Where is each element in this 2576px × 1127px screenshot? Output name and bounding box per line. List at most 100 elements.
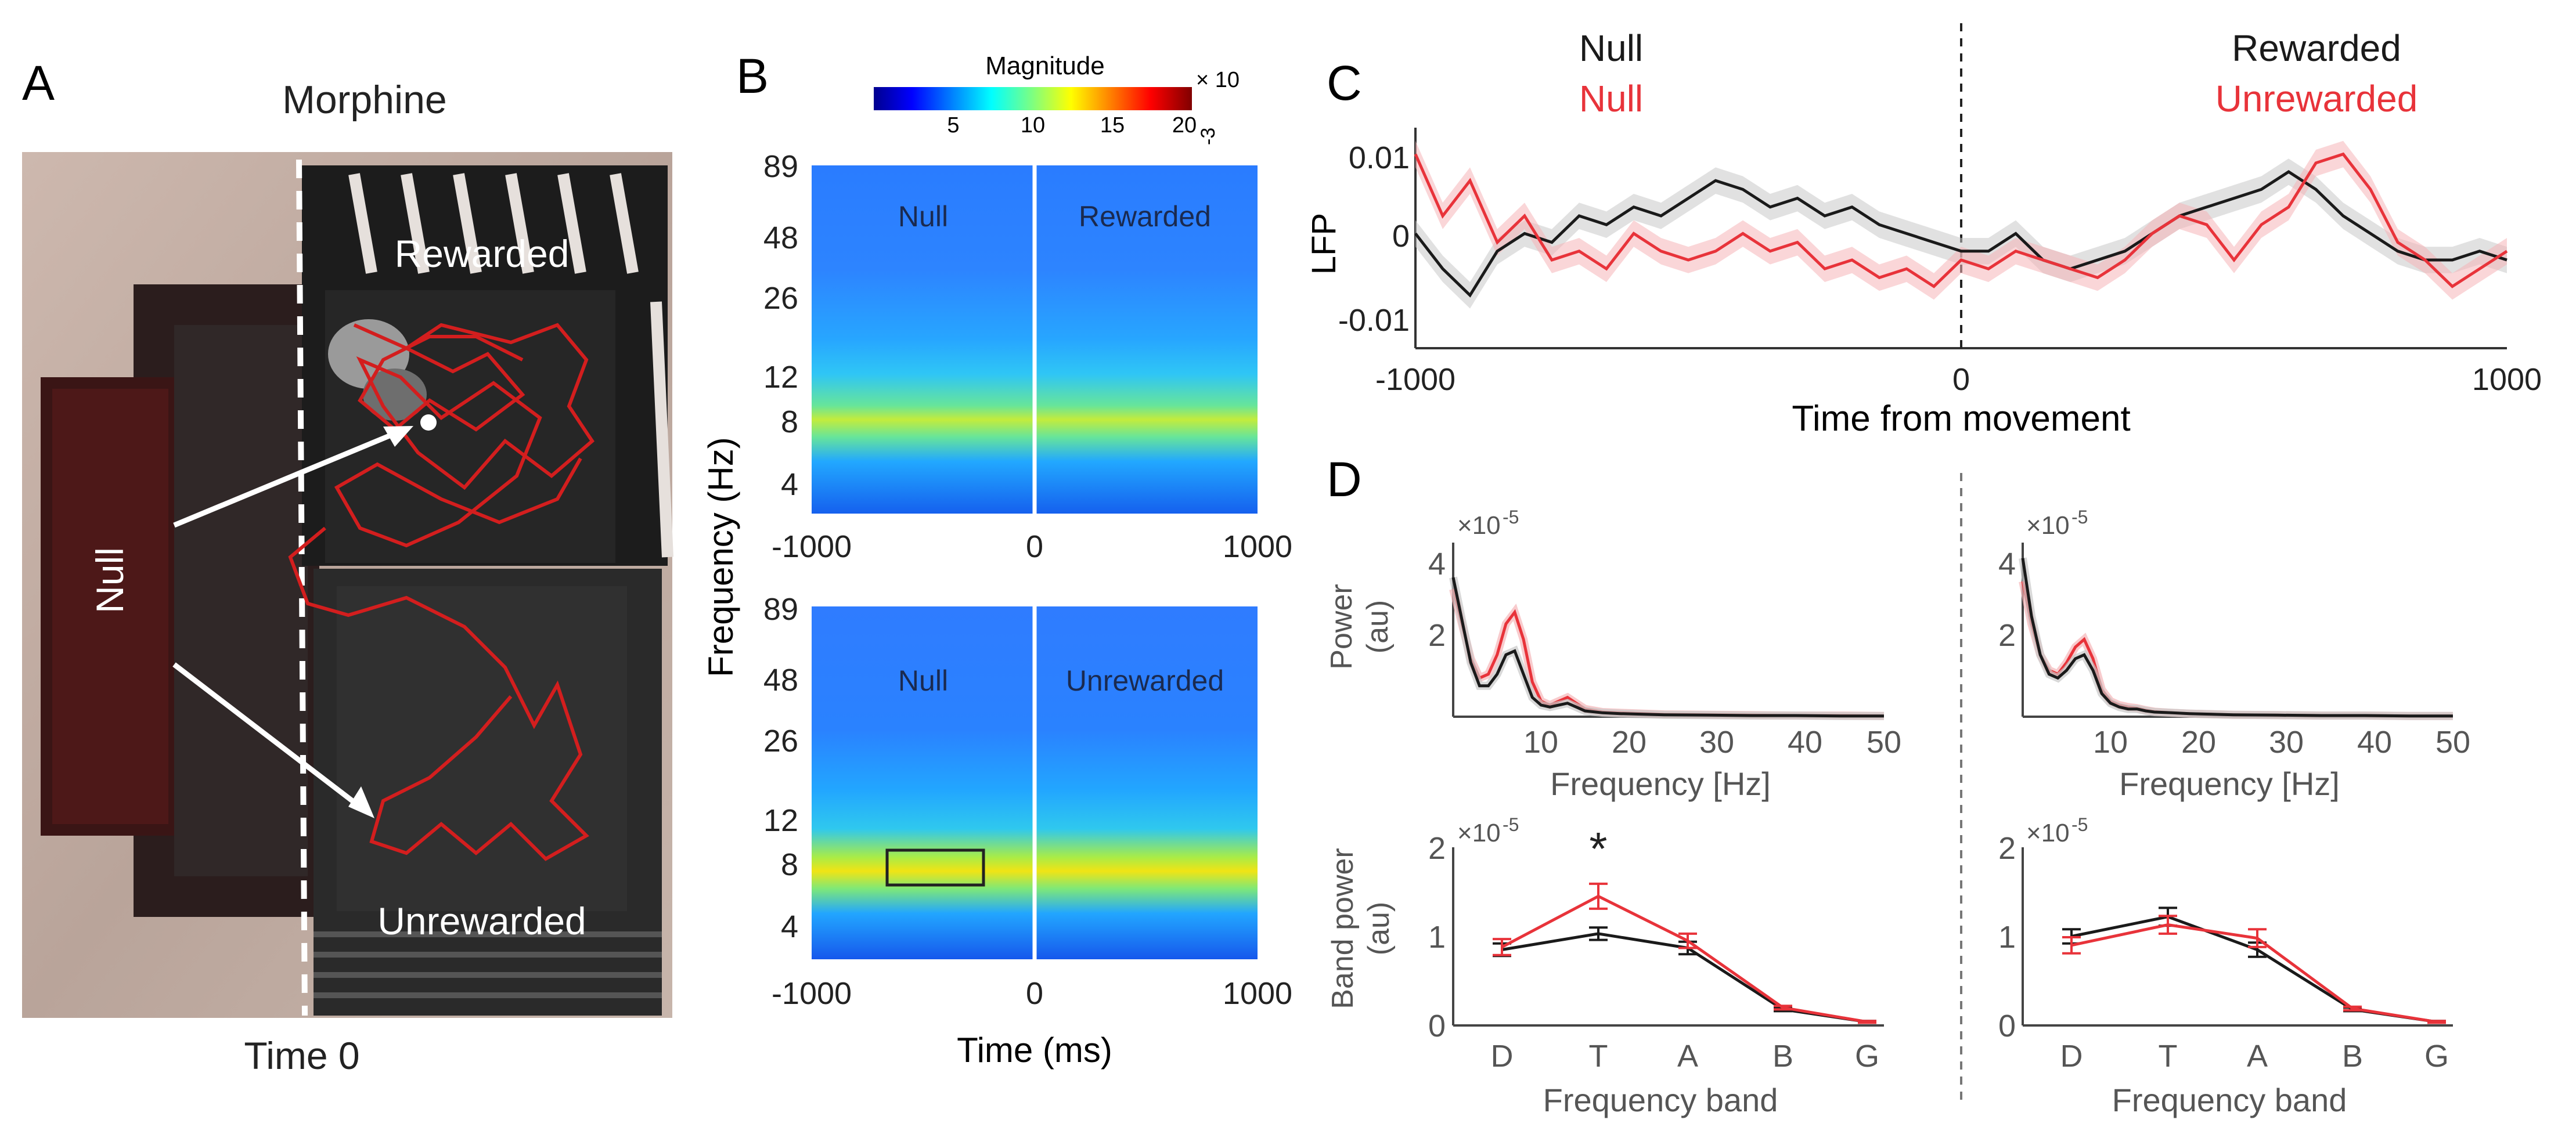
power-ylabel-left-2: (au) (1361, 600, 1395, 653)
trajectory-trace (288, 323, 595, 861)
power-right-axes (2022, 543, 2453, 718)
D-power-right-line-red (2021, 581, 2453, 718)
band-right-xlabel: Frequency band (2112, 1082, 2347, 1118)
legend-right-red: Unrewarded (2215, 78, 2418, 120)
panel-b-letter: B (736, 49, 769, 103)
null-chamber-label: Null (88, 547, 131, 613)
ytick-top-8: 8 (781, 404, 798, 439)
xtick-top-0: 0 (1026, 529, 1043, 564)
power-right-xtick-40: 40 (2357, 725, 2392, 760)
legend-right-black: Rewarded (2232, 27, 2401, 69)
ytick-bottom-8: 8 (781, 847, 798, 882)
band-right-xtick-T: T (2159, 1039, 2178, 1074)
band-right-xtick-G: G (2424, 1039, 2449, 1074)
lfp-xtick-1000: 1000 (2472, 362, 2542, 397)
D-power-right-line-black (2021, 558, 2453, 718)
xtick-top-neg1000: -1000 (772, 529, 852, 564)
power-right-xtick-20: 20 (2181, 725, 2216, 760)
band-exp-right-power: -5 (2071, 814, 2088, 835)
lfp-xlabel: Time from movement (1792, 399, 2130, 439)
colorbar-tick-15: 15 (1100, 113, 1125, 138)
colorbar-ticks: 5 10 15 20 (947, 113, 1197, 138)
arrows (172, 426, 413, 818)
ytick-top-26: 26 (763, 281, 798, 316)
ytick-bottom-26: 26 (763, 724, 798, 758)
ytick-top-48: 48 (763, 221, 798, 255)
unrewarded-chamber-label: Unrewarded (377, 900, 586, 942)
significance-star: * (1589, 823, 1607, 875)
heatmap-top-right-label: Rewarded (1079, 200, 1211, 233)
power-right-xlabel: Frequency [Hz] (2119, 765, 2340, 802)
chamber-bars (348, 173, 673, 558)
ytick-top-89: 89 (763, 149, 798, 184)
band-left-ytick-0: 0 (1428, 1009, 1446, 1043)
band-exp-right-base: ×10 (2026, 819, 2070, 847)
lfp-ylabel: LFP (1305, 213, 1343, 274)
band-right-xtick-D: D (2060, 1039, 2083, 1074)
power-left-xtick-20: 20 (1612, 725, 1647, 760)
ytick-bottom-48: 48 (763, 663, 798, 698)
band-ylabel-left-1: Band power (1326, 848, 1360, 1009)
power-left-xtick-30: 30 (1699, 725, 1734, 760)
panel-b-ylabel: Frequency (Hz) (701, 437, 740, 677)
power-left-xtick-10: 10 (1523, 725, 1558, 760)
colorbar-exponent-base: × 10 (1196, 68, 1240, 92)
D-power-left-shade-black (1449, 576, 1884, 720)
panel-a-title: Morphine (282, 78, 447, 122)
lfp-xtick-neg1000: -1000 (1375, 362, 1455, 397)
band-left-xtick-G: G (1855, 1039, 1879, 1074)
band-left-xtick-A: A (1677, 1039, 1698, 1074)
band-ylabel-left-2: (au) (1362, 902, 1396, 955)
power-exp-right-base: ×10 (2026, 511, 2070, 540)
band-right-ytick-1: 1 (1998, 920, 2016, 955)
legend-left-black: Null (1579, 27, 1643, 69)
heatmap-bottom-right-label: Unrewarded (1066, 664, 1224, 697)
band-left-ytick-1: 1 (1428, 920, 1446, 955)
panel-d: D Power (au) ×10 -5 ×10 -5 4 (1325, 452, 2470, 1118)
band-right-xtick-A: A (2247, 1039, 2268, 1074)
D-band-right-line-red (2071, 923, 2437, 1024)
colorbar-exponent-power: -3 (1197, 128, 1219, 145)
panel-a-letter: A (22, 56, 55, 110)
panel-b: B Magnitude 5 10 15 20 × 10 -3 Null Rewa… (701, 49, 1292, 1070)
panel-a: A Morphine (22, 56, 673, 1077)
colorbar-tick-5: 5 (947, 113, 959, 138)
power-right-xtick-30: 30 (2269, 725, 2304, 760)
band-right-ytick-0: 0 (1998, 1009, 2016, 1043)
lfp-xtick-0: 0 (1952, 362, 1970, 397)
arena-photo: Null Rewarded Unrewarded (22, 152, 673, 1018)
band-left-ytick-2: 2 (1428, 831, 1446, 866)
power-right-xtick-10: 10 (2093, 725, 2128, 760)
colorbar-tick-10: 10 (1021, 113, 1045, 138)
band-left-axes (1452, 847, 1884, 1027)
power-left-xlabel: Frequency [Hz] (1550, 765, 1771, 802)
band-exp-left-base: ×10 (1457, 819, 1501, 847)
band-left-xtick-B: B (1772, 1039, 1793, 1074)
panel-c-letter: C (1327, 56, 1362, 110)
xtick-bottom-0: 0 (1026, 976, 1043, 1011)
heatmap-top-left-label: Null (898, 200, 948, 233)
lfp-ytick-001: 0.01 (1349, 140, 1410, 175)
colorbar (874, 87, 1192, 110)
power-exp-left-power: -5 (1503, 507, 1519, 528)
colorbar-title: Magnitude (985, 52, 1104, 80)
band-exp-left-power: -5 (1503, 814, 1519, 835)
lfp-shade-0 (1415, 158, 2507, 309)
ytick-top-12: 12 (763, 360, 798, 395)
heatmap-roi-box (885, 848, 985, 887)
power-left-ytick-4: 4 (1428, 547, 1446, 581)
power-exp-right-power: -5 (2071, 507, 2088, 528)
heatmap-bottom-left-label: Null (898, 664, 948, 697)
band-right-xtick-B: B (2342, 1039, 2363, 1074)
colorbar-tick-20: 20 (1172, 113, 1197, 138)
lfp-ytick-neg001: -0.01 (1338, 303, 1410, 338)
panel-d-letter: D (1327, 452, 1362, 507)
power-left-xtick-50: 50 (1867, 725, 1901, 760)
ytick-bottom-4: 4 (781, 909, 798, 944)
D-band-left-line-red (1501, 894, 1868, 1024)
xtick-top-1000: 1000 (1223, 529, 1292, 564)
power-ylabel-left-1: Power (1325, 584, 1359, 669)
ytick-bottom-89: 89 (763, 592, 798, 627)
band-left-xlabel: Frequency band (1543, 1082, 1778, 1118)
